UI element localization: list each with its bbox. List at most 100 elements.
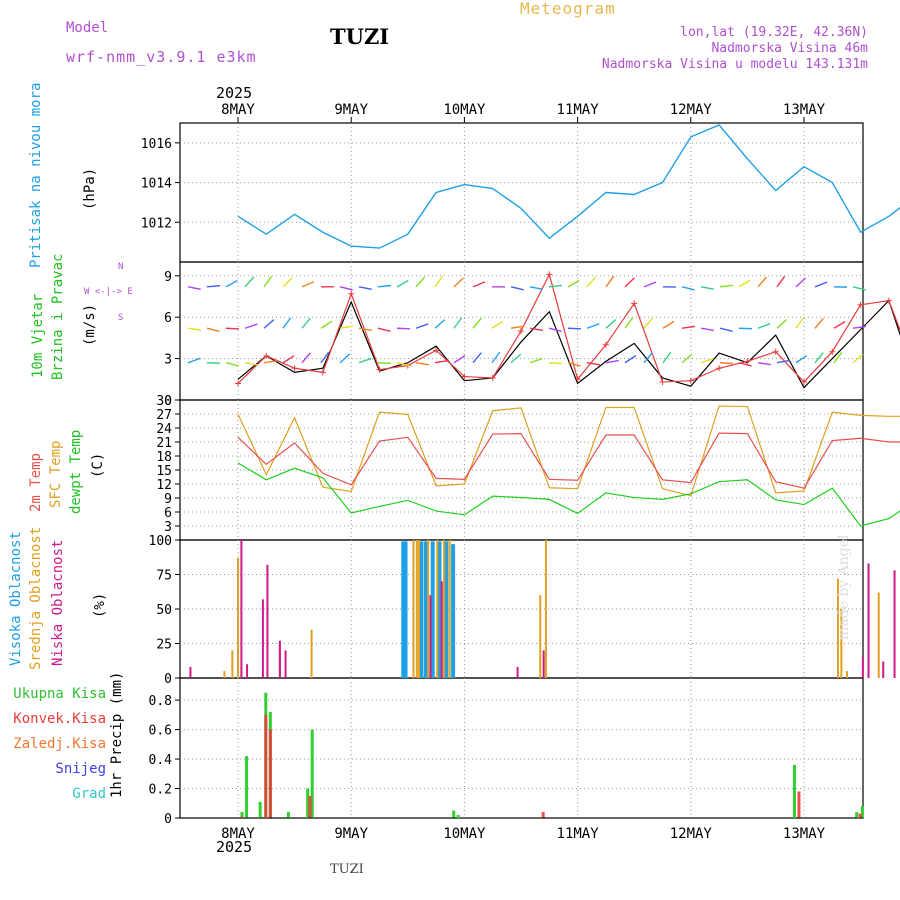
gust-marker	[829, 348, 836, 355]
cloud-bar	[401, 541, 406, 678]
y-tick-label: 6	[164, 506, 172, 521]
precip-bar	[855, 812, 859, 818]
temperature-panel	[237, 405, 900, 527]
cloud-bar	[278, 640, 281, 678]
precip-bar	[245, 756, 249, 818]
wind-arrow	[225, 279, 238, 288]
gust-marker	[687, 377, 694, 384]
pressure-line	[237, 124, 900, 249]
wind-title-1: 10m Vjetar	[30, 293, 46, 378]
day-label-bottom: 10MAY	[443, 826, 486, 842]
dewpt-line	[237, 462, 900, 527]
wind-arrow	[282, 317, 292, 329]
wind-arrow	[510, 286, 524, 291]
pressure-title: Pritisak na nivou mora	[28, 82, 44, 268]
product-title: Meteogram	[520, 0, 616, 18]
wind-arrow	[529, 357, 543, 364]
wind-arrow	[396, 362, 410, 367]
wind-arrow	[681, 353, 693, 364]
wind-arrow	[548, 327, 562, 333]
y-tick-label: 9	[164, 492, 172, 507]
wind-arrow	[700, 357, 714, 364]
cloud-bar	[418, 540, 421, 678]
wind-arrow	[738, 279, 751, 288]
pressure-panel	[237, 124, 900, 249]
cloud-bar	[423, 541, 428, 678]
wind-arrow	[358, 286, 372, 290]
cloud-bar	[223, 671, 226, 678]
wind-arrow	[586, 323, 600, 329]
cloud-bar	[516, 666, 519, 678]
y-tick-label: 30	[156, 394, 172, 409]
day-label-top: 13MAY	[783, 102, 826, 118]
low-cloud-title: Niska Oblacnost	[50, 539, 66, 666]
wind-arrow	[605, 275, 615, 288]
y-tick-label: 0	[164, 812, 172, 827]
precip-bar	[240, 816, 244, 818]
day-label-top: 11MAY	[557, 102, 600, 118]
precip-bar	[268, 729, 272, 818]
precip-panel	[180, 692, 864, 819]
lonlat-text: lon,lat (19.32E, 42.36N)	[680, 25, 868, 40]
wind-arrow	[225, 362, 239, 367]
day-label-top: 9MAY	[334, 102, 368, 118]
y-tick-label: 1014	[141, 177, 172, 192]
footer-station: TUZI	[330, 862, 364, 877]
y-tick-label: 0.8	[149, 694, 172, 709]
cloud-bar	[861, 657, 864, 678]
wind-arrow	[377, 362, 392, 365]
cloud-bar	[261, 599, 264, 678]
day-label-bottom: 8MAY	[221, 826, 255, 842]
wind-arrow	[244, 362, 258, 366]
cloud-bar	[440, 581, 443, 678]
wind-arrow	[643, 317, 653, 329]
cloud-bar	[893, 570, 896, 678]
wind-arrow	[605, 359, 619, 364]
wind-arrow	[624, 277, 635, 288]
wind-arrow	[776, 318, 788, 329]
day-label-bottom: 11MAY	[557, 826, 600, 842]
gust-marker	[631, 300, 638, 307]
legend-total-rain: Ukupna Kisa	[13, 686, 106, 702]
cloud-panel	[189, 540, 896, 678]
t2m-line	[237, 432, 900, 489]
legend-conv-rain: Konvek.Kisa	[13, 711, 106, 727]
gust-marker	[546, 271, 553, 278]
wind-arrow	[187, 357, 201, 364]
gust-marker	[235, 380, 241, 387]
cloud-bar	[246, 664, 249, 678]
precip-bar	[258, 801, 262, 818]
wind-legend-n: N	[118, 262, 124, 272]
wind-arrow	[244, 276, 255, 288]
cloud-bar	[237, 557, 239, 678]
wind-arrow	[833, 351, 843, 364]
wind-arrow	[586, 362, 600, 366]
wind-legend-s: S	[118, 313, 124, 323]
wind-arrow	[795, 354, 808, 364]
gust-marker	[716, 365, 723, 372]
wind-arrow	[567, 279, 580, 288]
y-tick-label: 27	[156, 408, 172, 423]
year-bottom: 2025	[216, 838, 253, 856]
wind-arrow	[719, 362, 734, 365]
precip-bar	[286, 812, 290, 818]
y-tick-label: 1016	[141, 137, 172, 152]
wind-arrow	[472, 317, 482, 329]
gust-marker	[801, 379, 807, 386]
gust-marker	[772, 348, 779, 355]
y-tick-label: 6	[164, 311, 172, 326]
y-tick-label: 25	[156, 638, 172, 653]
cloud-bar	[429, 595, 432, 678]
wind-arrow	[757, 323, 771, 329]
wind-arrow	[852, 325, 866, 329]
cloud-bar	[427, 540, 430, 678]
cloud-bar	[310, 629, 313, 678]
cloud-bar	[436, 540, 439, 678]
y-tick-label: 50	[156, 603, 172, 618]
y-tick-label: 3	[164, 520, 172, 535]
pressure-unit: (hPa)	[82, 167, 98, 210]
wind-arrow	[510, 325, 524, 329]
gust-marker	[348, 290, 355, 297]
wind-arrow	[510, 353, 522, 364]
gust-marker	[433, 347, 440, 354]
